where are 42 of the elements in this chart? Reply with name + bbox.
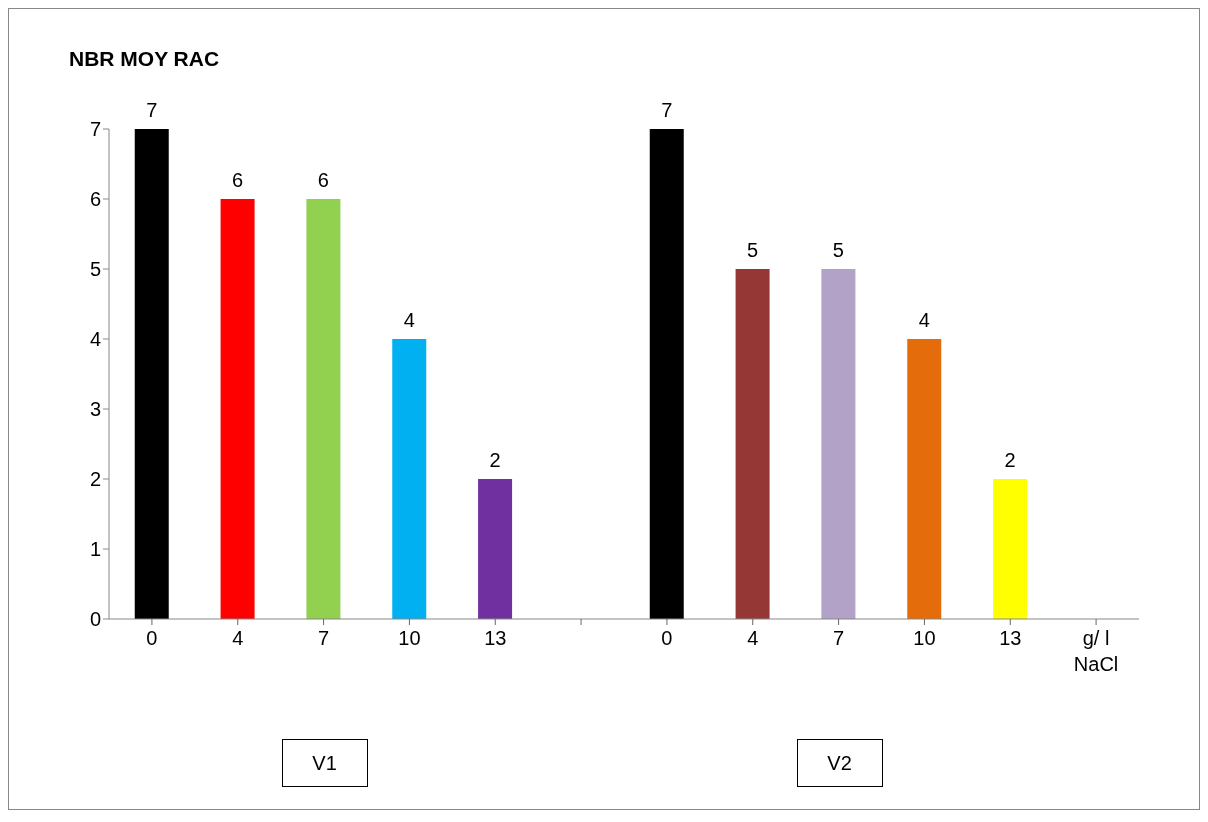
y-tick-label: 1 (89, 538, 101, 561)
text: V2 (796, 739, 883, 787)
data-label: 4 (403, 309, 415, 331)
data-label: 7 (146, 99, 158, 121)
bar (907, 339, 942, 619)
x-tick-label: 13 (484, 627, 507, 649)
data-label: 5 (832, 239, 844, 261)
x-tick-label: 7 (833, 627, 845, 649)
x-tick-label: 13 (999, 627, 1022, 649)
x-tick-label: 0 (146, 627, 158, 649)
bar (993, 479, 1028, 619)
y-tick-label: 3 (89, 398, 101, 421)
x-tick-label: 0 (661, 627, 673, 649)
x-tick-label: 10 (913, 627, 936, 649)
y-tick-label: 7 (89, 118, 101, 141)
x-tick-label: 10 (398, 627, 421, 649)
data-label: 5 (747, 239, 759, 261)
data-label: 2 (1004, 449, 1016, 471)
bar (134, 129, 169, 619)
data-label: 6 (232, 169, 244, 191)
text: V1 (281, 739, 368, 787)
bar (392, 339, 427, 619)
y-tick-label: 4 (89, 328, 101, 351)
x-tick-label: 7 (318, 627, 330, 649)
x-tick-label: 4 (232, 627, 244, 649)
bar (649, 129, 684, 619)
data-label: 4 (918, 309, 930, 331)
x-tick-label: 4 (747, 627, 759, 649)
data-label: 6 (317, 169, 329, 191)
x-tick-label: g/ l NaCl (1073, 627, 1119, 675)
chart-title: NBR MOY RAC (69, 47, 220, 71)
y-tick-label: 6 (89, 188, 101, 211)
y-tick-label: 5 (89, 258, 101, 281)
bar (735, 269, 770, 619)
data-label: 2 (489, 449, 501, 471)
bar (821, 269, 856, 619)
y-tick-label: 0 (89, 608, 101, 631)
y-tick-label: 2 (89, 468, 101, 491)
bar (220, 199, 255, 619)
data-label: 7 (661, 99, 673, 121)
bar (478, 479, 513, 619)
bar (306, 199, 341, 619)
